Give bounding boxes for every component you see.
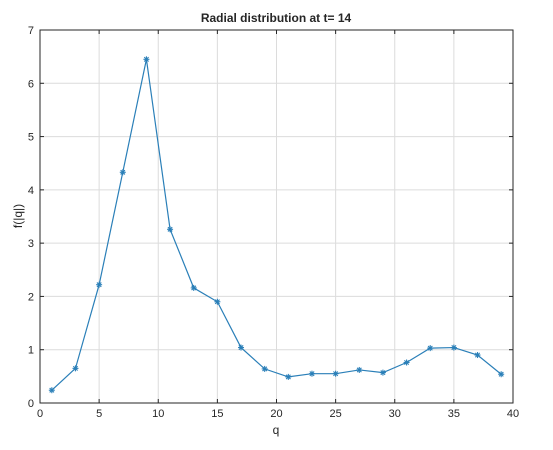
x-tick-label: 40: [507, 408, 519, 420]
y-tick-label: 1: [28, 345, 34, 357]
data-point-marker: [214, 298, 221, 305]
data-point-marker: [285, 373, 292, 380]
data-point-marker: [190, 284, 197, 291]
data-point-marker: [332, 370, 339, 377]
data-point-marker: [143, 56, 150, 63]
y-tick-label: 3: [28, 238, 34, 250]
x-tick-label: 20: [270, 408, 282, 420]
data-point-marker: [167, 226, 174, 233]
x-tick-label: 5: [96, 408, 102, 420]
y-tick-label: 4: [28, 185, 34, 197]
y-tick-label: 0: [28, 398, 34, 410]
x-tick-label: 15: [211, 408, 223, 420]
x-tick-label: 35: [448, 408, 460, 420]
data-point-marker: [450, 344, 457, 351]
x-axis-label: q: [273, 423, 280, 437]
series: [48, 56, 505, 394]
data-point-marker: [72, 365, 79, 372]
data-point-marker: [427, 345, 434, 352]
y-tick-label: 2: [28, 291, 34, 303]
data-point-marker: [238, 344, 245, 351]
x-tick-label: 25: [330, 408, 342, 420]
axes: [39, 29, 514, 404]
chart-title: Radial distribution at t= 14: [201, 11, 352, 25]
data-point-marker: [403, 359, 410, 366]
data-point-marker: [498, 371, 505, 378]
x-tick-label: 30: [389, 408, 401, 420]
data-point-marker: [48, 387, 55, 394]
y-axis-label: f(|q|): [11, 204, 25, 228]
series-line: [51, 59, 502, 391]
x-tick-label: 0: [37, 408, 43, 420]
data-point-marker: [356, 366, 363, 373]
data-point-marker: [474, 352, 481, 359]
y-tick-label: 7: [28, 25, 34, 37]
data-point-marker: [119, 169, 126, 176]
tick-labels: 0 5 10 15 20 25 30 35 40 0 1 2 3 4 5 6 7: [28, 25, 519, 420]
data-point-marker: [308, 370, 315, 377]
data-point-marker: [96, 281, 103, 288]
plot-box: [39, 29, 514, 404]
y-tick-label: 5: [28, 132, 34, 144]
y-tick-label: 6: [28, 78, 34, 90]
data-point-marker: [261, 365, 268, 372]
x-tick-label: 10: [152, 408, 164, 420]
data-point-marker: [379, 369, 386, 376]
